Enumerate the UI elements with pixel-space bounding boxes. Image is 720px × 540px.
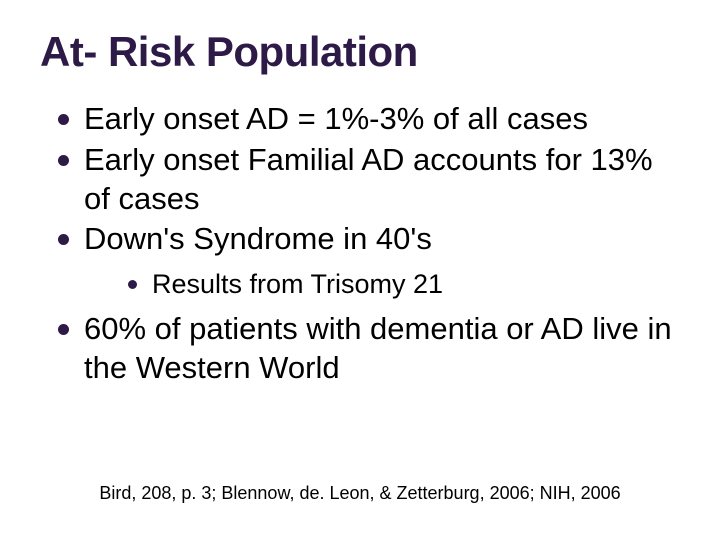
bullet-item: Early onset Familial AD accounts for 13%… bbox=[58, 141, 680, 219]
bullet-item: Early onset AD = 1%-3% of all cases bbox=[58, 100, 680, 139]
sub-bullet-list: Results from Trisomy 21 bbox=[84, 267, 680, 302]
citation-text: Bird, 208, p. 3; Blennow, de. Leon, & Ze… bbox=[0, 483, 720, 504]
sub-bullet-item: Results from Trisomy 21 bbox=[128, 267, 680, 302]
slide-title: At- Risk Population bbox=[40, 28, 680, 76]
bullet-text: Early onset AD = 1%-3% of all cases bbox=[84, 101, 588, 136]
bullet-list: Early onset AD = 1%-3% of all cases Earl… bbox=[40, 100, 680, 388]
bullet-item: Down's Syndrome in 40's Results from Tri… bbox=[58, 220, 680, 302]
bullet-text: 60% of patients with dementia or AD live… bbox=[84, 311, 672, 385]
bullet-item: 60% of patients with dementia or AD live… bbox=[58, 310, 680, 388]
bullet-text: Down's Syndrome in 40's bbox=[84, 221, 432, 256]
bullet-text: Early onset Familial AD accounts for 13%… bbox=[84, 142, 653, 216]
sub-bullet-text: Results from Trisomy 21 bbox=[152, 269, 443, 299]
